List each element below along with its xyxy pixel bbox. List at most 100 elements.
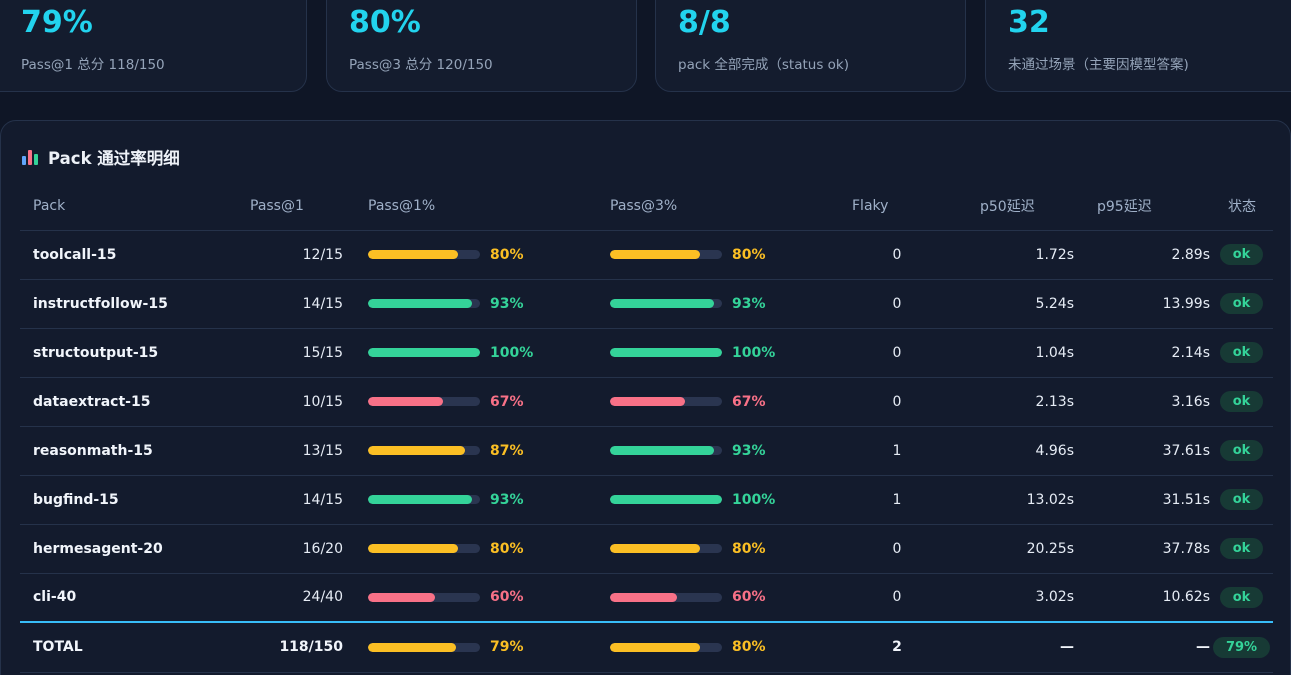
pass3-progress-fill xyxy=(610,446,715,455)
pass1-progress-fill xyxy=(368,642,457,652)
pass3-rate-cell: 80% xyxy=(610,524,852,574)
table-row: dataextract-15 10/15 67% 67% 0 2.13s 3.16s ok xyxy=(20,377,1273,427)
stat-card-failed-scenarios: 32 未通过场景（主要因模型答案) xyxy=(985,0,1291,92)
pass3-rate-cell: 67% xyxy=(610,377,852,427)
status-badge: ok xyxy=(1219,342,1264,363)
pass3-progress-bar xyxy=(610,250,722,259)
pass1-progress-bar xyxy=(368,495,480,504)
panel-title-text: Pack 通过率明细 xyxy=(48,149,180,168)
pass1-rate-cell: 60% xyxy=(368,573,610,623)
status-badge: ok xyxy=(1219,586,1264,608)
pass1-progress-fill xyxy=(368,397,444,406)
pack-name: reasonmath-15 xyxy=(20,426,250,476)
header-pass1: Pass@1 xyxy=(250,182,368,231)
panel-title: Pack 通过率明细 xyxy=(22,145,180,169)
pass3-progress-fill xyxy=(610,299,715,308)
pass1-progress-fill xyxy=(368,446,466,455)
pass3-progress-fill xyxy=(610,642,700,652)
pass3-percent: 100% xyxy=(732,344,776,361)
pass1-percent: 100% xyxy=(490,344,534,361)
pass1-count: 24/40 xyxy=(250,573,368,623)
header-status: 状态 xyxy=(1210,182,1273,231)
stat-value: 79% xyxy=(21,5,93,40)
pass1-progress-fill xyxy=(368,250,458,259)
table-row: reasonmath-15 13/15 87% 93% 1 4.96s 37.61s ok xyxy=(20,426,1273,476)
table-row: structoutput-15 15/15 100% 100% 0 1.04s 2.14s o… xyxy=(20,328,1273,378)
p95-latency: 37.78s xyxy=(1092,524,1210,574)
p95-latency: 13.99s xyxy=(1092,279,1210,329)
pass1-rate-cell: 93% xyxy=(368,475,610,525)
pass1-count: 14/15 xyxy=(250,279,368,329)
stat-value: 80% xyxy=(349,5,421,40)
pass3-progress-bar xyxy=(610,348,722,357)
pass1-rate-cell: 80% xyxy=(368,230,610,280)
header-pass1-pct: Pass@1% xyxy=(368,182,610,231)
pass1-rate-cell: 100% xyxy=(368,328,610,378)
pass3-rate-cell: 93% xyxy=(610,426,852,476)
status-cell: ok xyxy=(1210,328,1273,378)
pass3-percent: 93% xyxy=(732,442,766,459)
stat-value: 32 xyxy=(1008,5,1050,40)
pass1-percent: 67% xyxy=(490,393,524,410)
pass3-progress-fill xyxy=(610,495,722,504)
table-row: instructfollow-15 14/15 93% 93% 0 5.24s 13.99s… xyxy=(20,279,1273,329)
status-cell: 79% xyxy=(1210,621,1273,673)
stat-card-pass3: 80% Pass@3 总分 120/150 xyxy=(326,0,637,92)
pack-name: bugfind-15 xyxy=(20,475,250,525)
table-row: bugfind-15 14/15 93% 100% 1 13.02s 31.51s ok xyxy=(20,475,1273,525)
pass1-count: 16/20 xyxy=(250,524,368,574)
pass1-count: 10/15 xyxy=(250,377,368,427)
flaky-count: 0 xyxy=(852,524,942,574)
table-row: toolcall-15 12/15 80% 80% 0 1.72s 2.89s ok xyxy=(20,230,1273,280)
pass3-percent: 67% xyxy=(732,393,766,410)
flaky-count: 1 xyxy=(852,426,942,476)
p50-latency: 1.04s xyxy=(942,328,1092,378)
pass1-rate-cell: 93% xyxy=(368,279,610,329)
p50-latency: 3.02s xyxy=(942,573,1092,623)
stat-label: pack 全部完成（status ok) xyxy=(678,57,849,73)
pass3-percent: 80% xyxy=(732,540,766,557)
table-total-row: TOTAL 118/150 79% 80% 2— —79% xyxy=(20,621,1273,673)
stat-label: Pass@3 总分 120/150 xyxy=(349,57,493,73)
pass3-percent: 60% xyxy=(732,589,766,606)
pass3-rate-cell: 100% xyxy=(610,328,852,378)
pack-name: TOTAL xyxy=(20,621,250,673)
pass3-rate-cell: 60% xyxy=(610,573,852,623)
pass1-percent: 80% xyxy=(490,540,524,557)
status-badge: ok xyxy=(1219,391,1264,412)
flaky-count: 1 xyxy=(852,475,942,525)
table-row: cli-40 24/40 60% 60% 0 3.02s 10.62s ok xyxy=(20,573,1273,623)
stat-card-pass1: 79% Pass@1 总分 118/150 xyxy=(0,0,307,92)
p95-latency: 31.51s xyxy=(1092,475,1210,525)
pass1-progress-bar xyxy=(368,348,480,357)
p95-latency: 10.62s xyxy=(1092,573,1210,623)
header-pass3-pct: Pass@3% xyxy=(610,182,852,231)
pack-name: dataextract-15 xyxy=(20,377,250,427)
flaky-count: 0 xyxy=(852,279,942,329)
pack-name: cli-40 xyxy=(20,573,250,623)
status-cell: ok xyxy=(1210,524,1273,574)
p95-latency: 3.16s xyxy=(1092,377,1210,427)
pack-name: hermesagent-20 xyxy=(20,524,250,574)
status-cell: ok xyxy=(1210,475,1273,525)
p50-latency: 2.13s xyxy=(942,377,1092,427)
pass1-count: 13/15 xyxy=(250,426,368,476)
pass1-count: 14/15 xyxy=(250,475,368,525)
pass1-percent: 93% xyxy=(490,491,524,508)
p50-latency: — xyxy=(942,621,1092,673)
pass3-progress-bar xyxy=(610,446,722,455)
pass1-percent: 60% xyxy=(490,589,524,606)
pass1-progress-fill xyxy=(368,495,473,504)
pass1-percent: 79% xyxy=(490,639,524,656)
pass1-percent: 93% xyxy=(490,295,524,312)
pass1-percent: 87% xyxy=(490,442,524,459)
flaky-count: 2 xyxy=(852,621,942,673)
pass3-rate-cell: 93% xyxy=(610,279,852,329)
pack-name: instructfollow-15 xyxy=(20,279,250,329)
p50-latency: 4.96s xyxy=(942,426,1092,476)
pass3-progress-bar xyxy=(610,592,722,602)
flaky-count: 0 xyxy=(852,328,942,378)
pass3-rate-cell: 80% xyxy=(610,230,852,280)
pack-name: structoutput-15 xyxy=(20,328,250,378)
p50-latency: 5.24s xyxy=(942,279,1092,329)
